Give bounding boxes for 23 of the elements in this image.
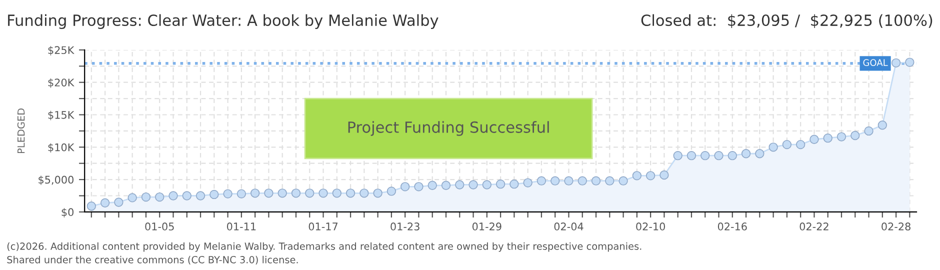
x-tick-label: 01-11 xyxy=(226,222,256,230)
chart-subtitle: Closed at: $23,095 / $22,925 (100%) xyxy=(641,14,932,28)
x-tick-label: 02-04 xyxy=(554,222,584,230)
x-tick-label: 02-16 xyxy=(718,222,747,230)
x-tick-label: 01-17 xyxy=(308,222,338,230)
text: (c)2026. Additional content provided by Melanie Walby. Trademarks and related content are owned by their respective companies. xyxy=(7,242,642,252)
ref-line-label: GOAL xyxy=(863,59,888,66)
annotation: Project Funding Successful xyxy=(348,121,549,136)
y-axis-title: PLEDGED xyxy=(17,108,25,154)
y-tick-label: $10K xyxy=(48,143,74,153)
x-tick-label: 01-29 xyxy=(472,222,502,230)
x-tick-label: 01-05 xyxy=(145,222,174,230)
text: Shared under the creative commons (CC BY-NC 3.0) license. xyxy=(7,256,298,265)
chart-title: Funding Progress: Clear Water: A book by Melanie Walby xyxy=(8,14,438,29)
y-tick-label: $15K xyxy=(48,110,74,120)
y-tick-label: $0 xyxy=(62,208,74,218)
y-tick-label: $20K xyxy=(48,78,74,88)
y-tick-label: $25K xyxy=(48,46,74,56)
x-tick-label: 02-28 xyxy=(882,222,910,230)
y-tick-label: $5,000 xyxy=(38,176,74,186)
x-tick-label: 02-22 xyxy=(800,222,828,230)
x-tick-label: 01-23 xyxy=(390,222,420,230)
x-tick-label: 02-10 xyxy=(636,222,666,230)
